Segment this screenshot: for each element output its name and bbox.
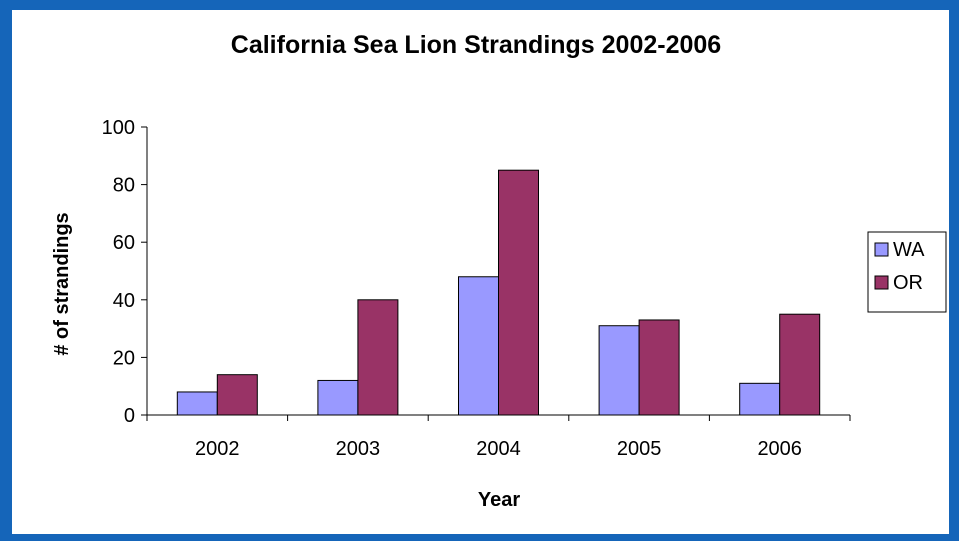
bar-chart: California Sea Lion Strandings 2002-2006… bbox=[51, 31, 947, 511]
bar-or-2006 bbox=[779, 313, 821, 416]
x-tick-label: 2005 bbox=[617, 438, 662, 460]
y-tick-label: 60 bbox=[113, 232, 135, 254]
bar-wa-2004 bbox=[458, 276, 499, 416]
y-tick-label: 100 bbox=[102, 117, 135, 139]
bar-wa-2006 bbox=[739, 382, 781, 416]
y-tick-label: 40 bbox=[113, 290, 135, 312]
y-tick-label: 80 bbox=[113, 175, 135, 197]
y-tick-label: 0 bbox=[124, 405, 135, 427]
x-tick-label: 2006 bbox=[757, 438, 802, 460]
bar-or-2002 bbox=[216, 374, 258, 416]
y-axis-label: # of strandings bbox=[51, 212, 73, 355]
bar-or-2003 bbox=[357, 299, 399, 416]
bar-wa-2003 bbox=[317, 379, 359, 416]
bar-wa-2002 bbox=[176, 391, 218, 416]
legend-swatch-wa bbox=[874, 242, 889, 257]
bar-wa-2005 bbox=[598, 325, 640, 416]
x-tick-label: 2004 bbox=[476, 438, 521, 460]
plot-area: 0 20 40 60 80 100 2002 2003 2004 2005 2006 bbox=[102, 117, 851, 460]
y-tick-label: 20 bbox=[113, 347, 135, 369]
chart-title: California Sea Lion Strandings 2002-2006 bbox=[231, 31, 721, 59]
x-tick-label: 2003 bbox=[336, 438, 381, 460]
bar-or-2004 bbox=[498, 169, 539, 416]
bar-or-2005 bbox=[638, 319, 680, 416]
legend-label-or: OR bbox=[893, 272, 923, 294]
legend-swatch-or bbox=[874, 275, 889, 290]
legend: WA OR bbox=[867, 231, 947, 313]
chart-frame: California Sea Lion Strandings 2002-2006… bbox=[12, 10, 949, 534]
x-axis-label: Year bbox=[478, 489, 520, 511]
x-tick-label: 2002 bbox=[195, 438, 240, 460]
legend-label-wa: WA bbox=[893, 239, 925, 261]
legend-box bbox=[867, 231, 947, 313]
